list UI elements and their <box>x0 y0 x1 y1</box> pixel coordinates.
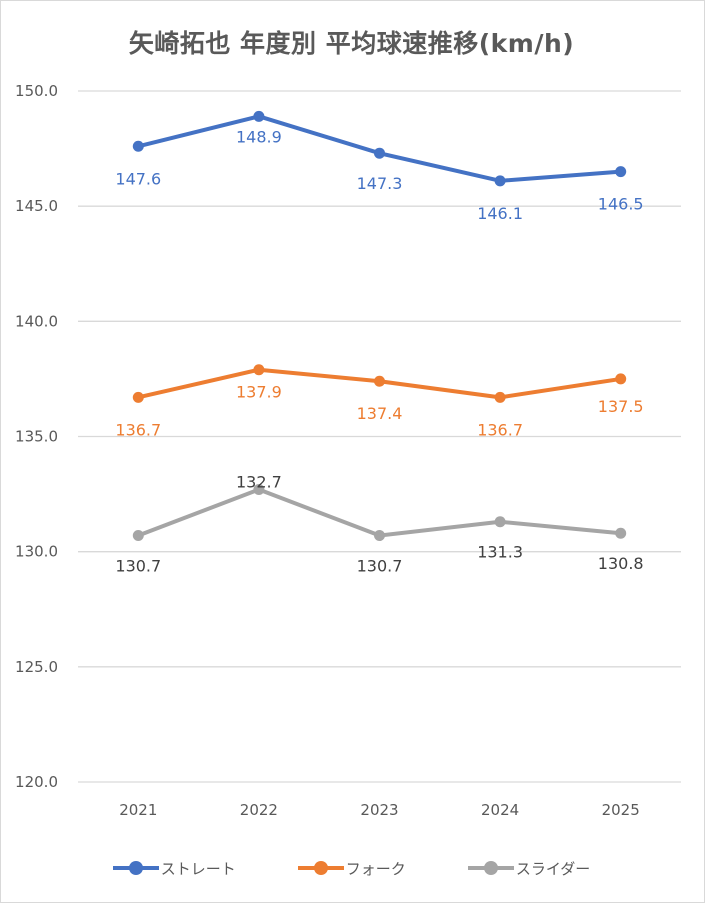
data-label: 137.5 <box>598 397 644 416</box>
legend-item-straight[interactable]: ストレート <box>112 858 236 879</box>
y-tick-label: 140.0 <box>15 312 58 330</box>
data-point <box>132 140 144 152</box>
data-label: 136.7 <box>115 420 161 439</box>
x-axis-ticks: 2021 2022 2023 2024 2025 <box>119 801 640 819</box>
y-tick-label: 130.0 <box>15 543 58 561</box>
x-tick-label: 2025 <box>602 801 640 819</box>
series-2: 136.7 137.9 137.4 136.7 137.5 <box>115 364 644 439</box>
y-axis-ticks: 120.0 125.0 130.0 135.0 140.0 145.0 150.0 <box>15 82 58 791</box>
legend-label: フォーク <box>345 859 406 878</box>
data-label: 146.1 <box>477 204 523 223</box>
x-tick-label: 2023 <box>360 801 398 819</box>
data-point <box>615 527 627 539</box>
legend-swatch-icon <box>297 861 344 875</box>
legend-item-slider[interactable]: スライダー <box>467 858 591 879</box>
x-tick-label: 2021 <box>119 801 157 819</box>
data-label: 130.7 <box>115 557 161 576</box>
data-label: 131.3 <box>477 543 523 562</box>
legend-swatch-icon <box>467 861 514 875</box>
data-point <box>132 530 144 542</box>
data-point <box>253 110 265 122</box>
series-line <box>136 487 623 538</box>
y-tick-label: 135.0 <box>15 428 58 446</box>
legend-swatch-icon <box>112 861 159 875</box>
data-point <box>374 147 385 159</box>
data-point <box>494 391 506 403</box>
gridlines <box>78 90 681 783</box>
data-point <box>374 375 385 387</box>
series-layer: 147.6 148.9 147.3 146.1 146.5 136.7 137.9 137.4… <box>115 110 644 576</box>
x-tick-label: 2022 <box>240 801 278 819</box>
data-label: 132.7 <box>236 472 282 491</box>
data-label: 136.7 <box>477 420 523 439</box>
data-point <box>494 175 506 187</box>
y-tick-label: 120.0 <box>15 773 58 791</box>
y-tick-label: 125.0 <box>15 658 58 676</box>
legend-item-fork[interactable]: フォーク <box>297 858 406 879</box>
data-point <box>615 166 627 178</box>
data-label: 147.6 <box>115 169 161 188</box>
data-point <box>253 364 265 376</box>
data-point <box>253 483 265 495</box>
y-tick-label: 150.0 <box>15 82 58 100</box>
data-label: 137.4 <box>357 404 403 423</box>
data-label: 147.3 <box>357 174 403 193</box>
legend: ストレート フォーク スライダー <box>0 856 703 880</box>
data-label: 130.8 <box>598 554 644 573</box>
data-label: 148.9 <box>236 127 282 146</box>
data-label: 130.7 <box>357 557 403 576</box>
legend-label: ストレート <box>160 859 236 878</box>
chart-title: 矢崎拓也 年度別 平均球速推移(km/h) <box>128 29 575 58</box>
legend-label: スライダー <box>515 859 591 878</box>
data-point <box>615 373 627 385</box>
series-3: 130.7 132.7 130.7 131.3 130.8 <box>115 472 643 575</box>
data-point <box>494 516 506 528</box>
data-label: 146.5 <box>598 195 644 214</box>
data-point <box>132 391 144 403</box>
data-point <box>374 530 385 542</box>
y-tick-label: 145.0 <box>15 197 58 215</box>
data-label: 137.9 <box>236 383 282 402</box>
x-tick-label: 2024 <box>481 801 519 819</box>
series-1: 147.6 148.9 147.3 146.1 146.5 <box>115 110 644 223</box>
